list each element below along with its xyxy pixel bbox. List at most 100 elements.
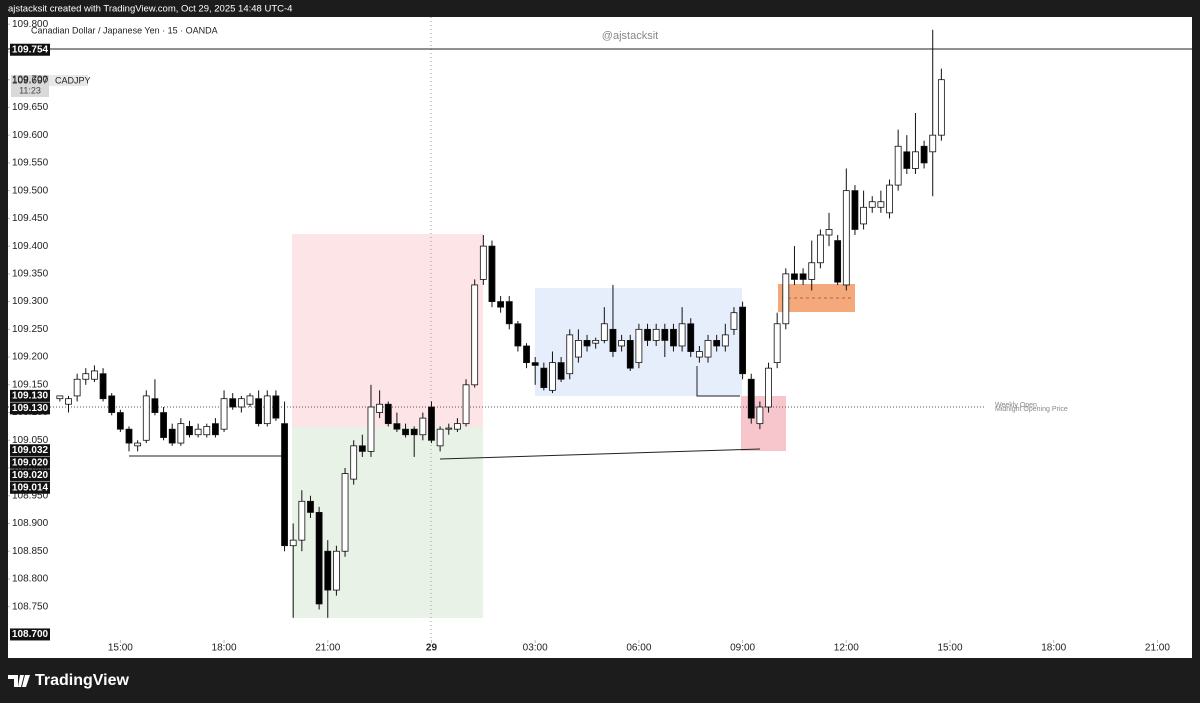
x-tick-label: 29 — [426, 643, 438, 654]
candle-body — [255, 398, 263, 425]
y-tick-label: 108.750 — [12, 601, 49, 612]
candle-body — [428, 406, 435, 441]
candle-body — [229, 398, 237, 408]
y-tick-label: 108.800 — [12, 574, 49, 585]
y-tick-label: 109.400 — [12, 241, 49, 252]
candle-body — [920, 145, 928, 164]
candle-body — [116, 412, 124, 430]
candle-body — [652, 328, 660, 341]
candle-body — [436, 428, 444, 447]
candle-body — [739, 306, 746, 375]
candle-body — [860, 206, 867, 225]
candle-body — [592, 340, 600, 344]
candle-body — [730, 312, 738, 330]
candle-body — [851, 190, 859, 230]
candle-body — [557, 362, 565, 380]
candle-body — [358, 445, 366, 452]
candle-body — [782, 273, 790, 325]
candle-body — [868, 201, 876, 208]
candle-body — [549, 362, 556, 391]
candle-body — [574, 340, 582, 358]
candle-body — [825, 229, 833, 236]
candle-body — [410, 428, 418, 436]
candle-body — [695, 351, 703, 358]
candle-body — [514, 323, 522, 347]
y-tick-label: 109.250 — [12, 324, 49, 335]
candle-body — [56, 395, 64, 400]
candle-body — [531, 362, 539, 366]
x-tick-label: 18:00 — [212, 643, 237, 654]
y-tick-label: 109.200 — [12, 352, 49, 363]
x-tick-label: 03:00 — [523, 643, 548, 654]
y-tick-label: 109.500 — [12, 185, 49, 196]
candle-body — [272, 395, 280, 419]
candle-body — [799, 273, 807, 280]
candle-body — [937, 79, 945, 136]
candle-body — [212, 423, 219, 436]
price-tag — [10, 402, 50, 415]
price-tag — [10, 43, 50, 56]
candle-body — [160, 412, 167, 438]
candle-body — [445, 427, 453, 430]
candle-body — [350, 445, 358, 480]
candle-body — [315, 512, 323, 605]
candle-body — [367, 406, 375, 452]
candle-body — [661, 328, 669, 341]
candle-body — [713, 340, 721, 347]
candle-body — [237, 398, 245, 408]
brand: TradingView — [35, 672, 130, 689]
watermark: @ajstacksit — [602, 30, 658, 42]
x-tick-label: 15:00 — [108, 643, 133, 654]
candle-body — [540, 367, 548, 388]
candle-body — [635, 328, 643, 364]
price-tag-label: 109.130 — [12, 403, 49, 414]
symbol-box — [49, 75, 88, 86]
candle-body — [583, 340, 591, 347]
candle-body — [65, 398, 72, 405]
annotation: Midnight Opening Price — [995, 406, 1068, 413]
candle-body — [419, 417, 427, 436]
candle-body — [454, 423, 461, 430]
price-tag-label: 108.700 — [12, 629, 49, 640]
candle-body — [134, 442, 142, 447]
candle-body — [462, 384, 470, 425]
candle-body — [479, 245, 487, 280]
candle-body — [842, 190, 850, 286]
annotation: Weekly Open — [995, 402, 1037, 409]
candle-body — [721, 334, 729, 347]
candle-body — [773, 323, 781, 364]
candle-body — [108, 395, 116, 413]
candle-body — [756, 406, 764, 425]
candle-body — [168, 428, 176, 444]
candle-body — [471, 284, 479, 386]
candle-body — [186, 426, 193, 436]
candle-body — [678, 323, 686, 347]
stop-zone — [292, 234, 483, 427]
candle-body — [384, 403, 392, 425]
candle-body — [488, 245, 496, 302]
range-line — [696, 366, 740, 397]
candle-body — [220, 398, 228, 430]
y-tick-label: 109.800 — [12, 19, 49, 30]
footer — [0, 658, 1200, 703]
current-price: 109.697 — [12, 76, 49, 87]
y-tick-label: 108.900 — [12, 518, 49, 529]
candle-body — [609, 328, 617, 352]
x-tick-label: 18:00 — [1041, 643, 1066, 654]
candle-body — [281, 423, 288, 547]
candle-body — [203, 426, 211, 436]
candle-body — [791, 273, 798, 280]
price-tag — [10, 481, 50, 494]
y-tick-label: 109.600 — [12, 130, 49, 141]
candle-body — [333, 550, 340, 591]
candle-body — [497, 301, 505, 308]
price-tag — [10, 469, 50, 482]
candle-body — [177, 423, 185, 444]
candle-body — [402, 428, 409, 436]
x-tick-label: 06:00 — [626, 643, 651, 654]
x-tick-label: 21:00 — [1145, 643, 1170, 654]
y-tick-label: 109.300 — [12, 296, 49, 307]
candle-body — [91, 370, 98, 380]
candle-body — [73, 378, 81, 397]
price-tag-label: 109.014 — [12, 482, 49, 493]
